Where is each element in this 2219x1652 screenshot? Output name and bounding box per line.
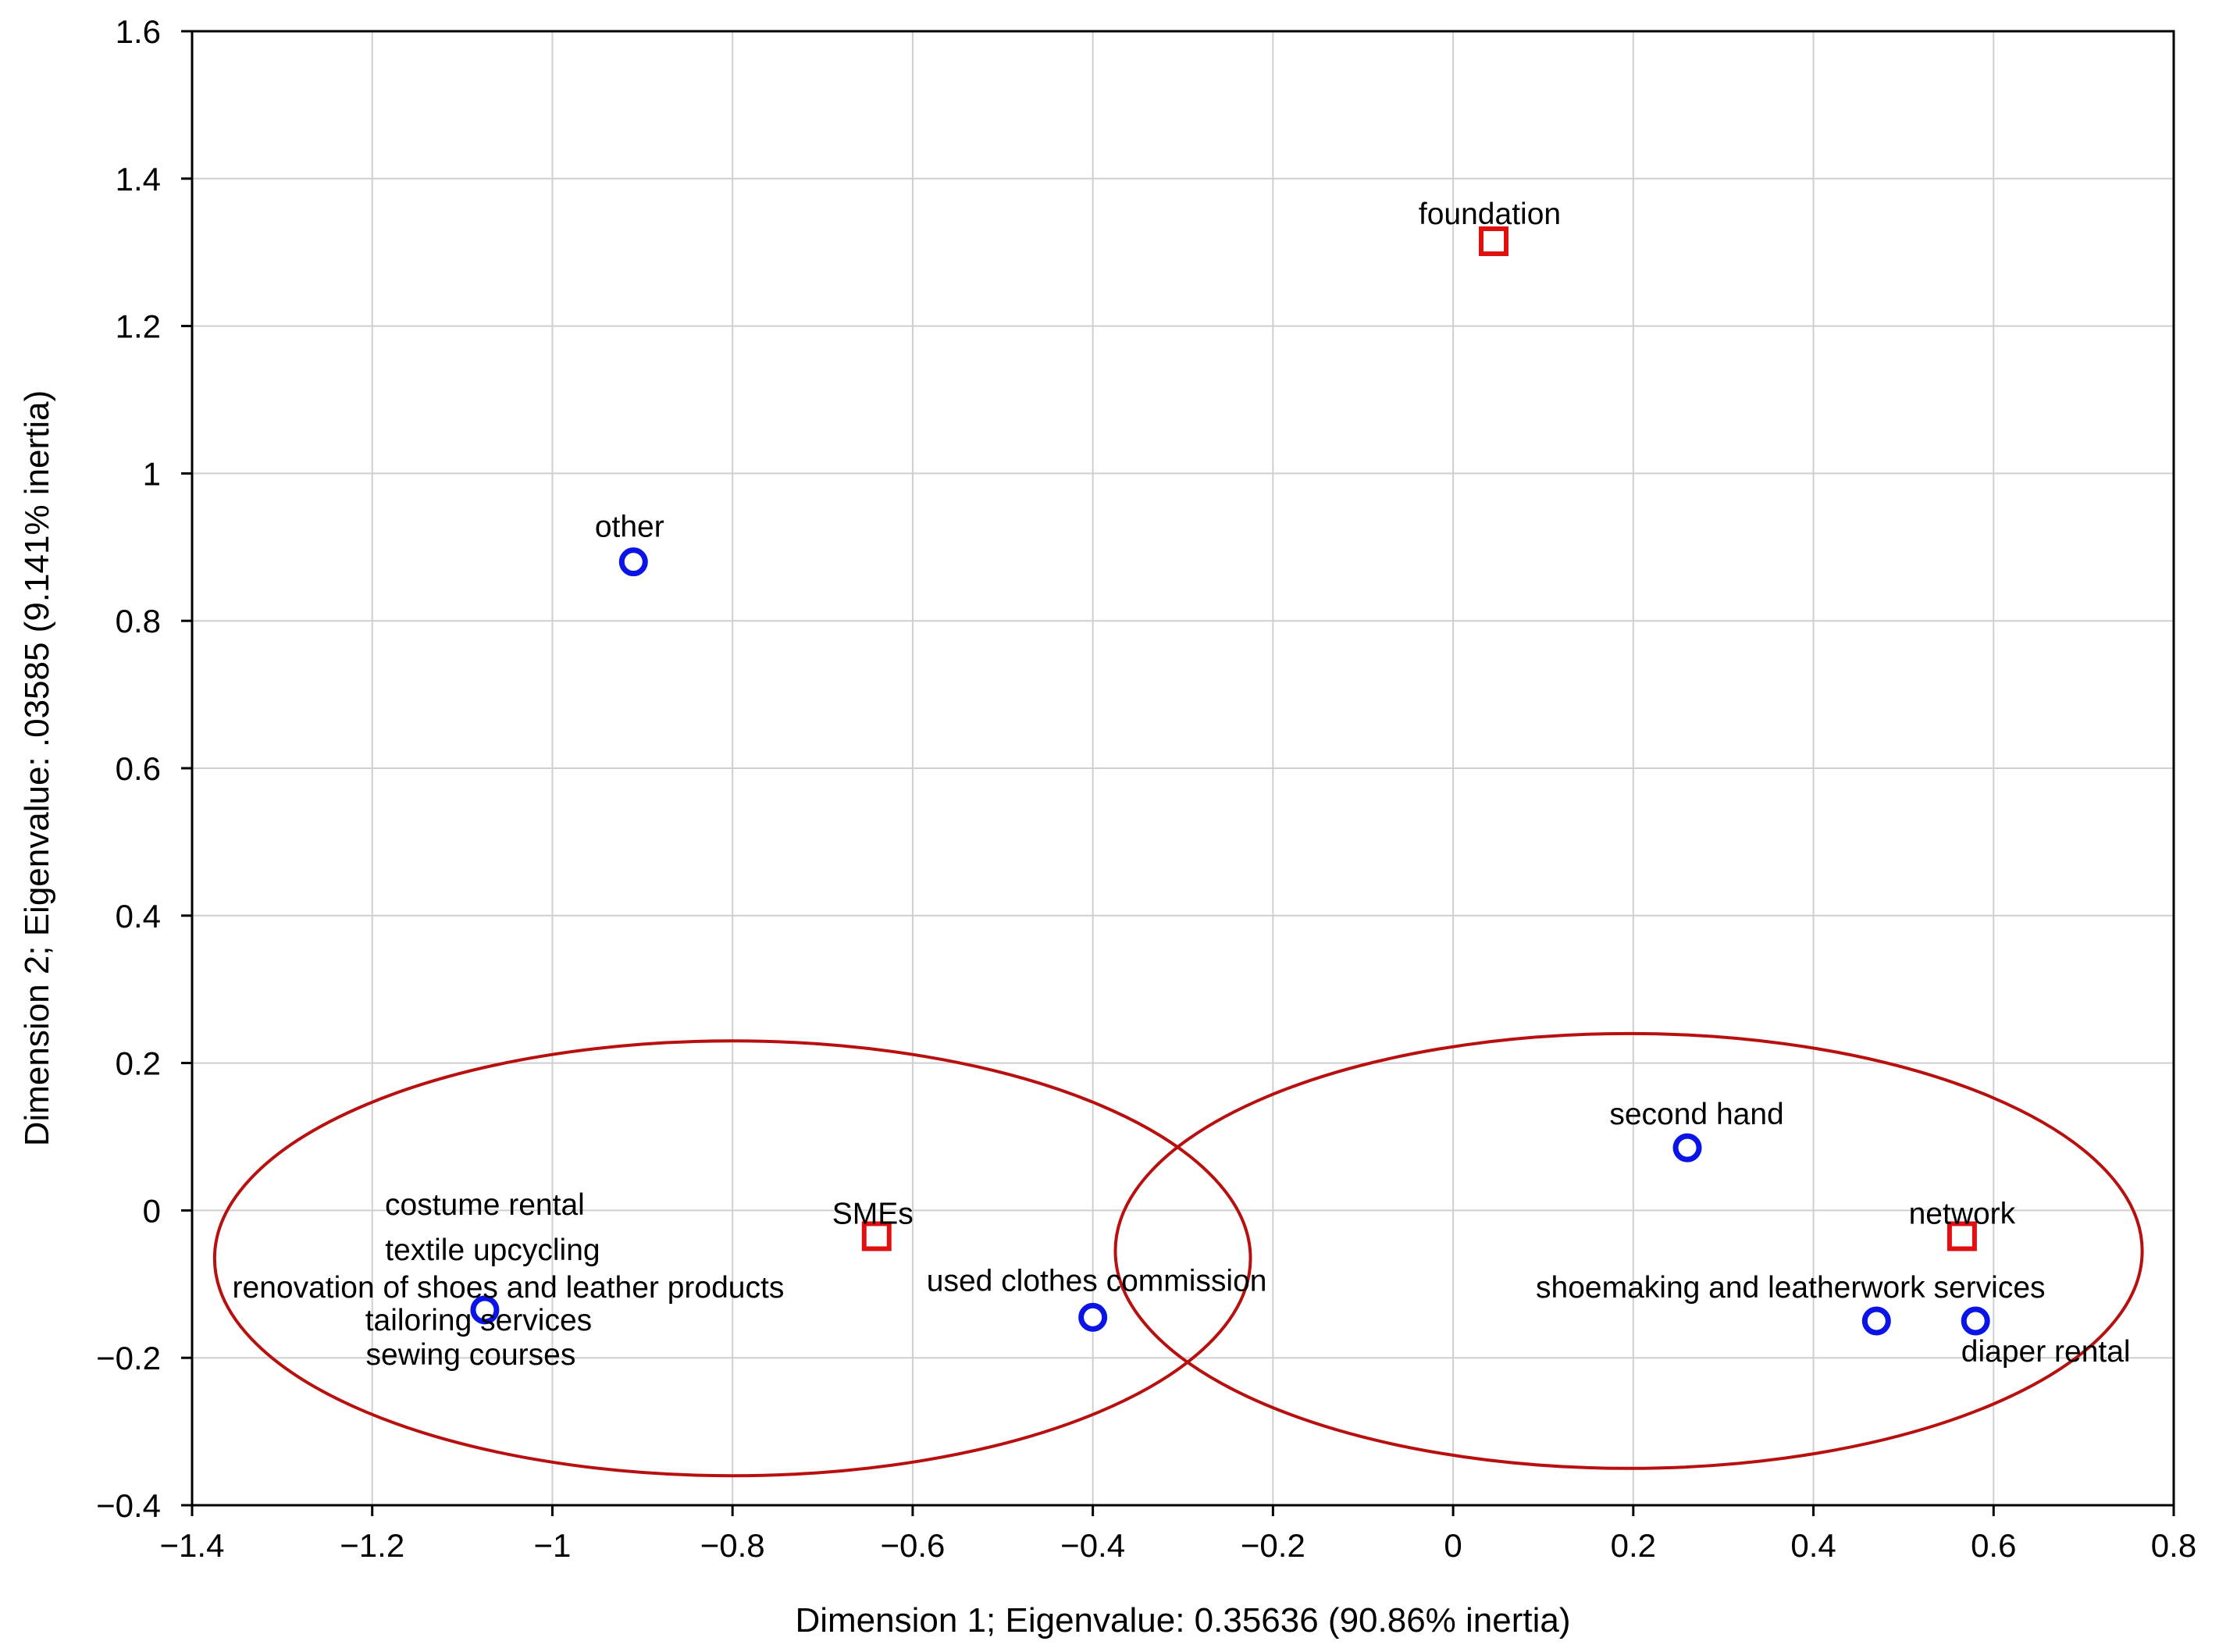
x-tick-label: 0.2 — [1611, 1527, 1656, 1564]
point-label: sewing courses — [366, 1338, 576, 1372]
y-tick-label: 1.6 — [116, 13, 161, 50]
y-tick-label: −0.4 — [96, 1487, 161, 1524]
x-axis-title: Dimension 1; Eigenvalue: 0.35636 (90.86%… — [795, 1601, 1570, 1640]
activity-marker — [1078, 1302, 1108, 1332]
y-tick-label: 0.6 — [116, 750, 161, 787]
point-label: other — [595, 511, 664, 544]
data-markers — [470, 226, 1990, 1336]
x-tick-label: 0 — [1444, 1527, 1462, 1564]
x-tick-label: −1.4 — [160, 1527, 225, 1564]
cluster-ellipse — [212, 1039, 1252, 1478]
y-tick-label: −0.2 — [96, 1340, 161, 1376]
point-label: network — [1909, 1197, 2016, 1230]
grid — [192, 31, 2174, 1505]
point-label: textile upcycling — [385, 1234, 600, 1267]
activity-marker — [618, 547, 648, 577]
point-label: second hand — [1609, 1098, 1783, 1131]
y-tick-label: 0.4 — [116, 898, 161, 935]
point-label: foundation — [1419, 198, 1561, 231]
y-axis-title: Dimension 2; Eigenvalue: .03585 (9.141% … — [18, 390, 56, 1147]
axis-ticks: −1.4 −1.2 −1 −0.8 −0.6 −0.4 −0.2 0 0.2 0.4 0.6 0.8 −… — [96, 13, 2196, 1564]
cluster-ellipses — [212, 1031, 2144, 1478]
x-tick-label: 0.8 — [2151, 1527, 2196, 1564]
point-labels: other costume rental textile upcycling reno… — [233, 198, 2131, 1372]
y-tick-label: 0.2 — [116, 1045, 161, 1082]
x-tick-label: −0.4 — [1060, 1527, 1125, 1564]
y-tick-label: 1.4 — [116, 161, 161, 198]
x-tick-label: 0.6 — [1971, 1527, 2016, 1564]
x-tick-label: −0.2 — [1241, 1527, 1305, 1564]
activity-marker — [1672, 1133, 1702, 1162]
activity-marker — [1861, 1306, 1891, 1336]
organization-marker — [1947, 1221, 1977, 1251]
y-tick-label: 1.2 — [116, 308, 161, 345]
activity-marker — [1961, 1306, 1990, 1336]
x-tick-label: −0.8 — [700, 1527, 765, 1564]
point-label: costume rental — [385, 1188, 585, 1222]
x-tick-label: −0.6 — [880, 1527, 945, 1564]
x-tick-label: 0.4 — [1790, 1527, 1836, 1564]
y-tick-label: 0 — [143, 1192, 161, 1229]
y-tick-label: 0.8 — [116, 603, 161, 639]
point-label: tailoring services — [365, 1304, 592, 1337]
point-label: SMEs — [832, 1197, 914, 1230]
x-tick-label: −1.2 — [340, 1527, 404, 1564]
point-label: used clothes commission — [927, 1264, 1267, 1298]
point-label: diaper rental — [1961, 1335, 2131, 1369]
activity-marker — [470, 1295, 500, 1325]
point-label: renovation of shoes and leather products — [233, 1271, 785, 1305]
x-tick-label: −1 — [534, 1527, 572, 1564]
cluster-ellipse — [1113, 1031, 2144, 1470]
organization-marker — [861, 1221, 892, 1251]
point-label: shoemaking and leatherwork services — [1536, 1271, 2046, 1305]
organization-marker — [1479, 226, 1509, 257]
y-tick-label: 1 — [143, 455, 161, 492]
